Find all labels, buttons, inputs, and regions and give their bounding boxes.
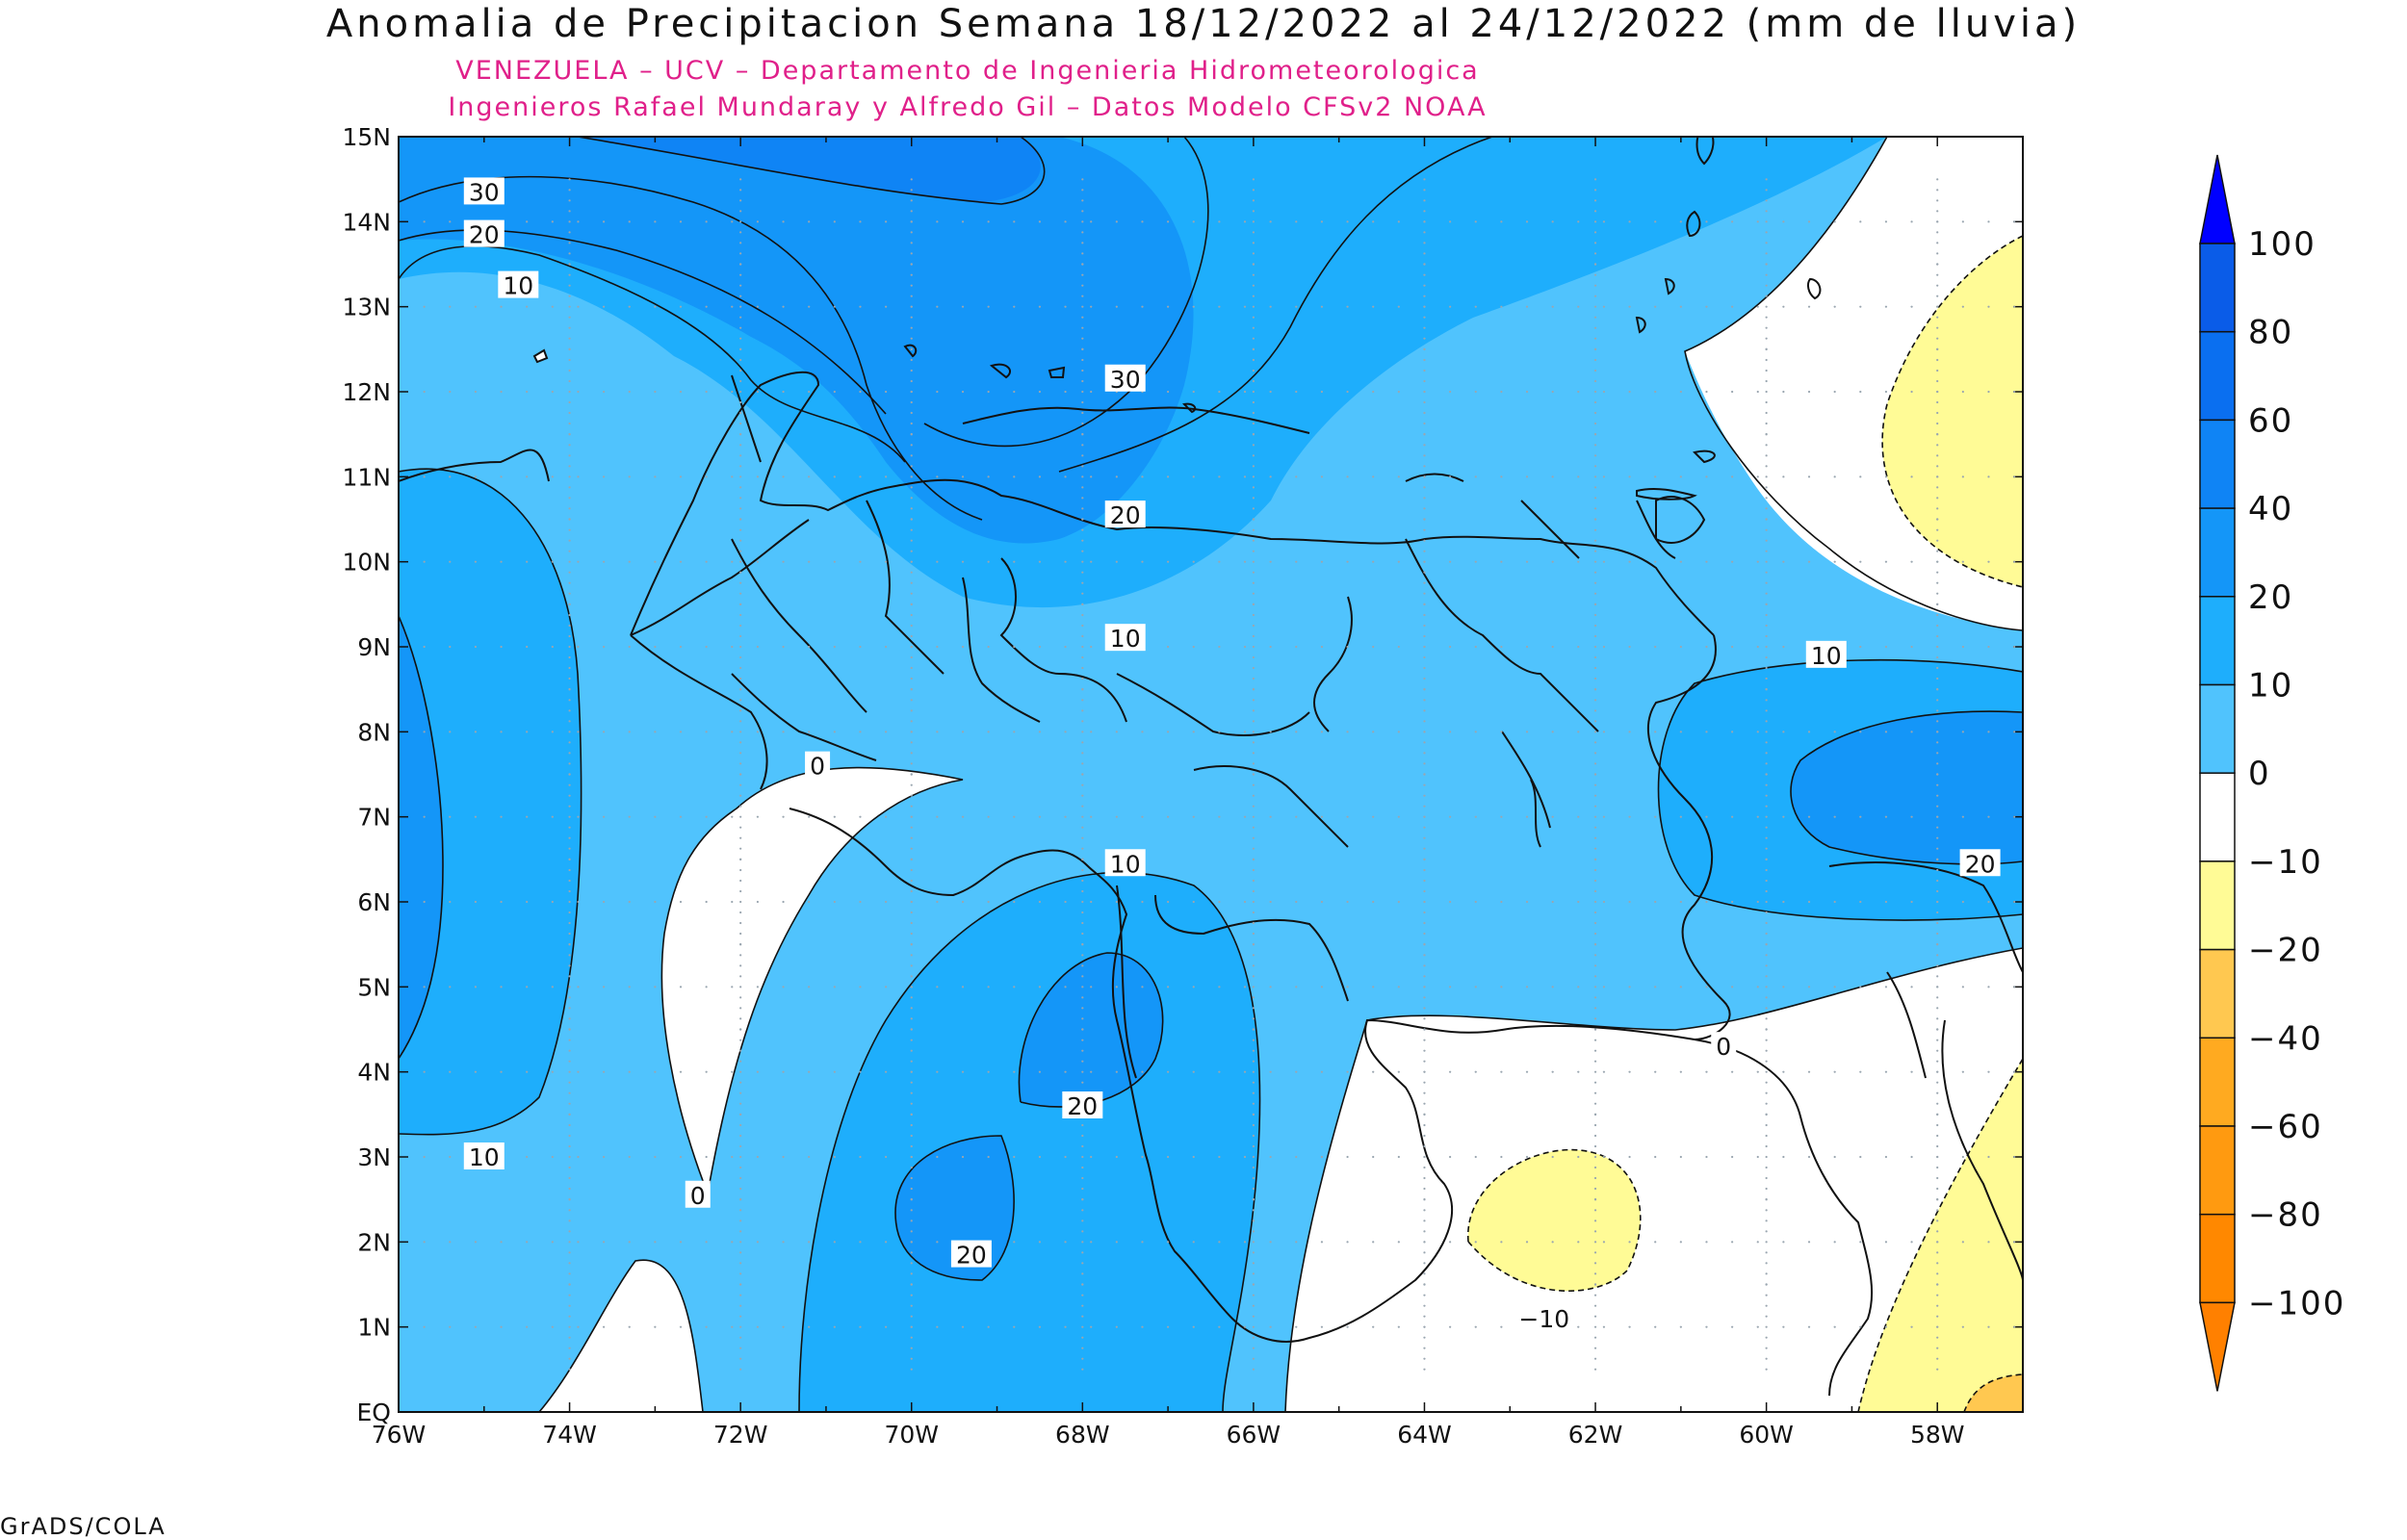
contour-label: 0: [810, 753, 825, 781]
lat-label: 7N: [357, 804, 391, 832]
colorbar-label: −10: [2248, 843, 2323, 882]
field-20-40-west: [399, 616, 443, 1059]
contour-label: 0: [690, 1182, 706, 1210]
negative-contours: [1467, 235, 2023, 1412]
lat-label: 9N: [357, 633, 391, 661]
field-20-40-north: [399, 137, 1194, 544]
colorbar-label: 0: [2248, 755, 2271, 793]
lon-label: 64W: [1397, 1421, 1452, 1449]
colorbar-segment: [2199, 860, 2236, 951]
lon-label: 66W: [1227, 1421, 1281, 1449]
colorbar-segment: [2199, 1037, 2236, 1127]
colorbar-top-arrow: [2199, 154, 2236, 244]
colorbar-segment: [2199, 419, 2236, 509]
contour-lines: [399, 137, 2023, 1412]
colorbar-segment: [2199, 772, 2236, 862]
contour-label: 10: [503, 272, 533, 300]
colorbar-segment: [2199, 683, 2236, 774]
field-neutral-southwest: [539, 1260, 703, 1412]
colorbar-label: −80: [2248, 1196, 2323, 1235]
lat-label: 14N: [342, 208, 391, 236]
lon-label: 62W: [1568, 1421, 1623, 1449]
field-neg-10-20-south-circle: [1467, 1149, 1641, 1292]
subtitle-line-1: VENEZUELA – UCV – Departamento de Ingeni…: [455, 56, 1480, 86]
field-40-60-north: [578, 137, 1041, 202]
subtitle-line-2: Ingenieros Rafael Mundaray y Alfredo Gil…: [448, 92, 1488, 122]
lon-label: 74W: [542, 1421, 597, 1449]
colorbar-label: 100: [2248, 225, 2316, 264]
contour-label: −10: [1518, 1305, 1569, 1333]
contour-label: 10: [1110, 625, 1141, 653]
map-title: Anomalia de Precipitacion Semana 18/12/2…: [325, 2, 2082, 46]
lat-label: 8N: [357, 718, 391, 746]
colorbar-label: −20: [2248, 932, 2323, 970]
latitude-axis-labels: EQ 1N 2N 3N 4N 5N 6N 7N 8N 9N 10N 11N 12N 13N 14N 15N: [342, 123, 391, 1426]
contour-label: 20: [1067, 1092, 1098, 1120]
contour-label: 10: [469, 1143, 500, 1171]
colorbar-label: 80: [2248, 314, 2293, 352]
grid-dots: [423, 178, 2016, 1371]
lon-label: 76W: [372, 1421, 427, 1449]
colorbar-segment: [2199, 1125, 2236, 1216]
field-10-20-west: [399, 469, 582, 1135]
colorbar-label: −40: [2248, 1019, 2323, 1058]
lat-label: 5N: [357, 973, 391, 1001]
colorbar-segment: [2199, 507, 2236, 598]
contour-label: 20: [1110, 501, 1141, 529]
contour-label: 20: [469, 221, 500, 249]
colorbar-label: 20: [2248, 578, 2293, 617]
lon-label: 58W: [1910, 1421, 1965, 1449]
contour-label: 0: [1716, 1033, 1731, 1061]
contour-label: 30: [1110, 366, 1141, 394]
lon-label: 70W: [884, 1421, 939, 1449]
colorbar-label: −100: [2248, 1284, 2345, 1322]
lon-label: 72W: [713, 1421, 768, 1449]
colorbar-label: 40: [2248, 490, 2293, 528]
field-20-40-east: [1791, 711, 2023, 864]
colorbar-segment: [2199, 948, 2236, 1040]
field-neutral-southeast: [1285, 948, 2023, 1412]
lat-label: EQ: [357, 1399, 391, 1426]
colorbar-segment: [2199, 330, 2236, 422]
software-credit: GrADS/COLA: [0, 1513, 167, 1540]
lon-label: 68W: [1055, 1421, 1110, 1449]
colorbar-label: 60: [2248, 401, 2293, 440]
longitude-axis-labels: 76W 74W 72W 70W 68W 66W 64W 62W 60W 58W: [372, 1421, 1965, 1449]
lon-label: 60W: [1739, 1421, 1794, 1449]
colorbar-segment: [2199, 1213, 2236, 1304]
lat-label: 3N: [357, 1143, 391, 1171]
map-frame: [398, 136, 2024, 1413]
colorbar-bottom-arrow: [2199, 1301, 2236, 1392]
colorbar-label: −60: [2248, 1108, 2323, 1146]
lat-label: 12N: [342, 378, 391, 406]
lat-label: 4N: [357, 1059, 391, 1087]
lat-label: 13N: [342, 294, 391, 321]
axis-ticks: [398, 136, 2024, 1413]
contour-label: 30: [469, 178, 500, 206]
lat-label: 10N: [342, 549, 391, 577]
field-neg-10-20-east: [1882, 236, 2023, 587]
field-neg-20-40-southeast: [1964, 1374, 2023, 1412]
field-neutral-west-tongue: [661, 767, 963, 1194]
colorbar-label: 10: [2248, 667, 2293, 706]
lat-label: 2N: [357, 1228, 391, 1256]
field-neg-10-20-southeast: [1858, 1059, 2023, 1412]
islands: [532, 137, 1822, 500]
colorbar-segment: [2199, 596, 2236, 686]
contour-label: 10: [1811, 642, 1842, 670]
contour-label: 20: [956, 1242, 987, 1270]
coastlines-and-borders: [399, 371, 2023, 1397]
lat-label: 15N: [342, 123, 391, 151]
contour-label: 20: [1965, 850, 1996, 878]
lat-label: 11N: [342, 463, 391, 491]
colorbar-segment: [2199, 243, 2236, 333]
lat-label: 6N: [357, 888, 391, 916]
lat-label: 1N: [357, 1314, 391, 1342]
contour-label: 10: [1110, 850, 1141, 878]
